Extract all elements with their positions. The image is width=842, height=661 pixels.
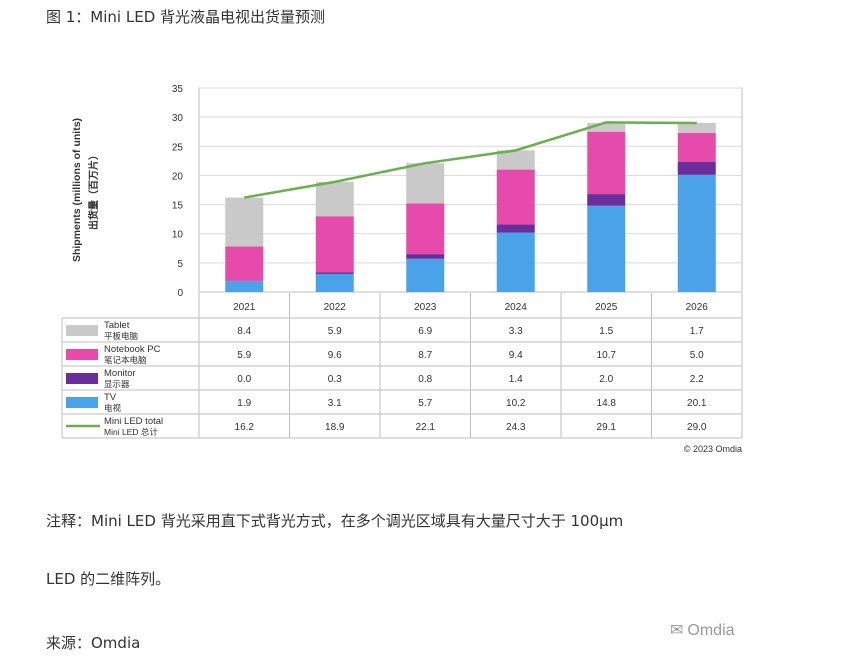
y-tick-label-15: 15 [172,201,184,212]
watermark-text: Omdia [687,622,735,639]
table-value-monitor-2026: 2.2 [690,374,704,385]
table-value-tablet-2023: 6.9 [418,326,432,337]
table-value-tv-2025: 14.8 [597,398,617,409]
note-line-2: LED 的二维阵列。 [46,570,171,588]
y-tick-label-35: 35 [172,84,184,95]
bar-tablet-2023 [406,163,445,204]
table-value-mini-led-total-2025: 29.1 [597,422,617,433]
legend-label-cn-tablet: 平板电脑 [104,331,139,341]
x-category-label-2025: 2025 [595,302,618,313]
bar-notebook-pc-2026 [677,132,716,163]
table-value-mini-led-total-2026: 29.0 [687,422,707,433]
table-value-notebook-pc-2026: 5.0 [690,350,704,361]
table-value-tv-2022: 3.1 [328,398,342,409]
copyright-text: © 2023 Omdia [684,444,742,454]
table-value-tv-2023: 5.7 [418,398,432,409]
table-value-tablet-2026: 1.7 [690,326,704,337]
table-value-monitor-2021: 0.0 [237,374,251,385]
x-category-label-2026: 2026 [686,302,709,313]
x-category-label-2024: 2024 [505,302,528,313]
y-axis-title-cn: 出货量（百万片） [87,150,100,230]
legend-label-tablet: Tablet [104,320,130,331]
legend-label-cn-monitor: 显示器 [104,379,130,389]
bar-tv-2021 [225,280,264,292]
x-category-label-2023: 2023 [414,302,437,313]
y-tick-label-10: 10 [172,230,184,241]
watermark: ✉ Omdia [670,620,735,640]
legend-label-tv: TV [104,392,117,403]
bar-tablet-2021 [225,197,264,247]
figure-title: 图 1：Mini LED 背光液晶电视出货量预测 [46,8,326,26]
bar-notebook-pc-2024 [496,169,535,225]
legend-label-notebook-pc: Notebook PC [104,344,161,355]
legend-swatch-monitor [66,373,98,384]
table-value-mini-led-total-2023: 22.1 [416,422,436,433]
bar-tv-2025 [587,205,626,292]
legend-swatch-notebook-pc [66,349,98,360]
bar-notebook-pc-2022 [315,216,354,273]
bar-monitor-2026 [677,162,716,175]
plot-area [198,87,743,293]
table-value-notebook-pc-2021: 5.9 [237,350,251,361]
bar-monitor-2022 [315,272,354,274]
bar-tablet-2025 [587,122,626,132]
table-value-tv-2024: 10.2 [506,398,526,409]
bar-monitor-2024 [496,224,535,233]
legend-label-cn-tv: 电视 [104,403,122,413]
wechat-icon: ✉ [670,622,684,639]
bar-tablet-2024 [496,150,535,170]
legend-label-cn-mini-led-total: Mini LED 总计 [104,427,158,437]
table-value-tablet-2024: 3.3 [509,326,523,337]
x-category-label-2021: 2021 [233,302,256,313]
y-tick-label-5: 5 [177,259,183,270]
table-value-monitor-2025: 2.0 [599,374,613,385]
y-tick-label-20: 20 [172,171,184,182]
legend-label-monitor: Monitor [104,368,136,379]
legend-swatch-tablet [66,325,98,336]
y-tick-label-0: 0 [177,288,183,299]
legend-swatch-tv [66,397,98,408]
bar-notebook-pc-2025 [587,131,626,195]
table-value-notebook-pc-2022: 9.6 [328,350,342,361]
bar-tv-2026 [677,174,716,292]
table-value-notebook-pc-2023: 8.7 [418,350,432,361]
bar-tablet-2026 [677,122,716,133]
x-category-label-2022: 2022 [324,302,347,313]
y-axis-title: Shipments (millions of units) [71,118,83,262]
table-value-notebook-pc-2025: 10.7 [597,350,617,361]
table-value-tv-2021: 1.9 [237,398,251,409]
table-value-monitor-2023: 0.8 [418,374,432,385]
legend-label-cn-notebook-pc: 笔记本电脑 [104,355,147,365]
source-line: 来源：Omdia [46,634,141,652]
bar-tv-2022 [315,273,354,292]
table-value-tablet-2021: 8.4 [237,326,251,337]
y-tick-label-25: 25 [172,142,184,153]
table-value-monitor-2024: 1.4 [509,374,523,385]
y-tick-label-30: 30 [172,113,184,124]
table-value-mini-led-total-2024: 24.3 [506,422,526,433]
bar-notebook-pc-2021 [225,246,264,281]
bar-tablet-2022 [315,181,354,217]
note-line-1: 注释：Mini LED 背光采用直下式背光方式，在多个调光区域具有大量尺寸大于 … [46,512,624,530]
table-value-mini-led-total-2021: 16.2 [235,422,255,433]
table-value-monitor-2022: 0.3 [328,374,342,385]
table-value-notebook-pc-2024: 9.4 [509,350,523,361]
table-value-tablet-2022: 5.9 [328,326,342,337]
bar-monitor-2023 [406,254,445,259]
table-value-mini-led-total-2022: 18.9 [325,422,345,433]
table-value-tablet-2025: 1.5 [599,326,613,337]
bar-tv-2024 [496,232,535,292]
bar-notebook-pc-2023 [406,203,445,255]
bar-monitor-2025 [587,194,626,206]
legend-label-mini-led-total: Mini LED total [104,416,163,427]
total-line [244,121,697,199]
bar-tv-2023 [406,258,445,292]
table-value-tv-2026: 20.1 [687,398,707,409]
